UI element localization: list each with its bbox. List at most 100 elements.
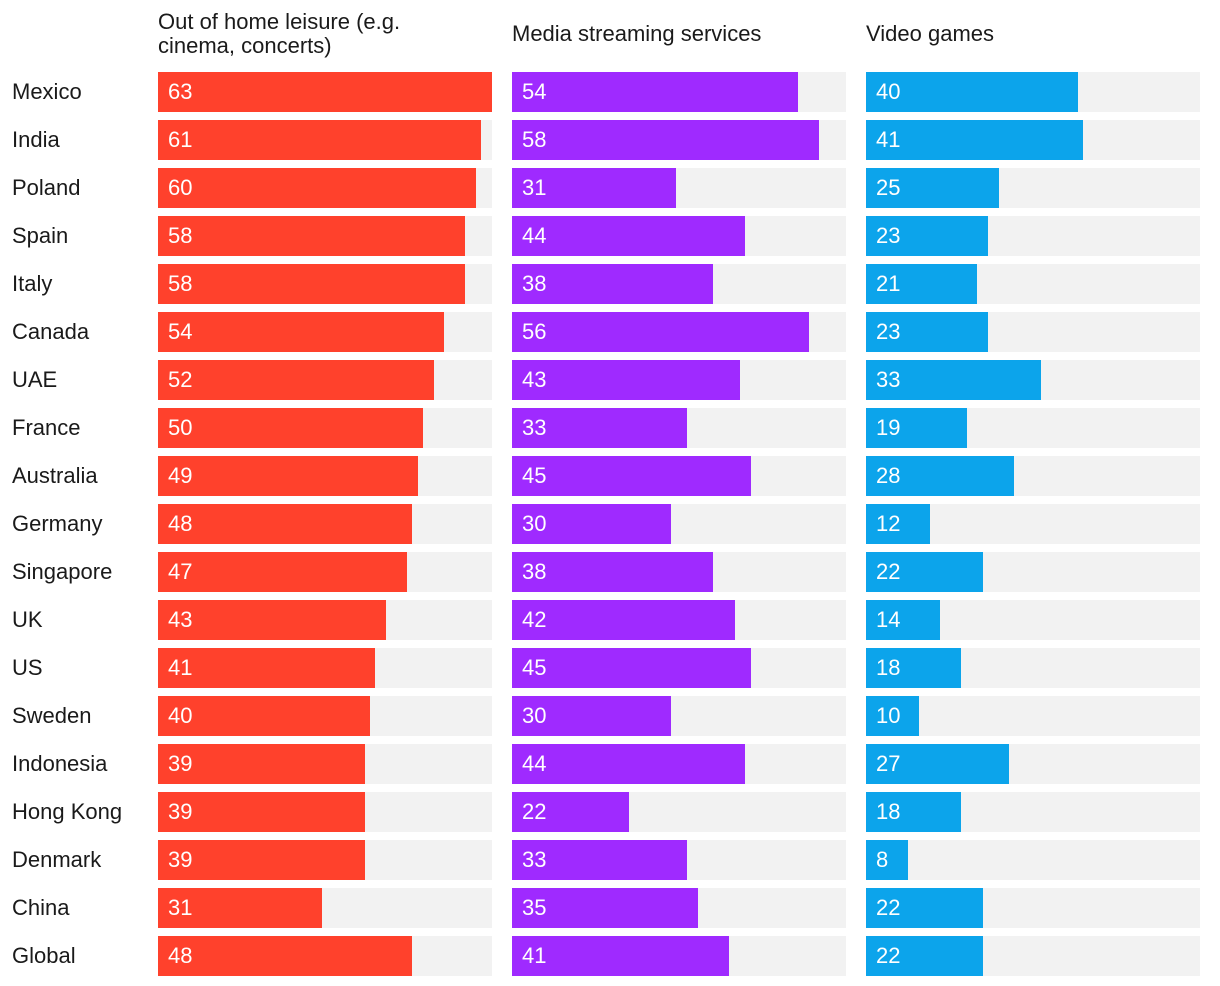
bar: 31: [512, 168, 677, 208]
country-label: Canada: [12, 319, 90, 344]
bar-value-label: 40: [876, 79, 901, 104]
bar-track: 27: [866, 744, 1200, 784]
bar: 41: [866, 120, 1084, 160]
bar-value-label: 19: [876, 415, 901, 440]
bar-value-label: 54: [522, 79, 547, 104]
bar-value-label: 45: [522, 463, 547, 488]
bar: 56: [512, 312, 809, 352]
bar-value-label: 22: [876, 943, 901, 968]
bar-value-label: 44: [522, 751, 547, 776]
bar: 61: [158, 120, 482, 160]
bar-value-label: 41: [876, 127, 901, 152]
bar-track: 41: [158, 648, 492, 688]
country-label: China: [12, 895, 70, 920]
bar: 22: [866, 936, 983, 976]
bar: 19: [866, 408, 967, 448]
bar: 39: [158, 792, 365, 832]
bar: 25: [866, 168, 999, 208]
bar-value-label: 42: [522, 607, 547, 632]
bar-track: 33: [512, 840, 846, 880]
bar-track: 44: [512, 216, 846, 256]
bar-track: 47: [158, 552, 492, 592]
bar-track: 33: [512, 408, 846, 448]
bar: 22: [866, 552, 983, 592]
bar-value-label: 58: [168, 271, 193, 296]
country-label: France: [12, 415, 81, 440]
country-label: Germany: [12, 511, 103, 536]
bar: 63: [158, 72, 492, 112]
country-label: India: [12, 127, 60, 152]
bar: 41: [158, 648, 376, 688]
bar-value-label: 40: [168, 703, 193, 728]
bar-track: 38: [512, 264, 846, 304]
bar: 38: [512, 264, 714, 304]
bar-value-label: 49: [168, 463, 193, 488]
bar-track: 39: [158, 744, 492, 784]
bar-track: 8: [866, 840, 1200, 880]
bar-value-label: 47: [168, 559, 193, 584]
bar-track: 40: [866, 72, 1200, 112]
bar-value-label: 23: [876, 223, 901, 248]
country-label: Denmark: [12, 847, 102, 872]
bar: 49: [158, 456, 418, 496]
bar-track: 35: [512, 888, 846, 928]
bar-track: 43: [512, 360, 846, 400]
bar-track: 31: [512, 168, 846, 208]
bar-track: 22: [866, 888, 1200, 928]
bar-value-label: 21: [876, 271, 901, 296]
bar: 31: [158, 888, 323, 928]
country-label: UAE: [12, 367, 58, 392]
bar-value-label: 41: [522, 943, 547, 968]
bar: 27: [866, 744, 1010, 784]
bar: 58: [158, 216, 466, 256]
bar: 23: [866, 312, 988, 352]
bar-value-label: 33: [876, 367, 901, 392]
bar: 47: [158, 552, 408, 592]
bar: 21: [866, 264, 978, 304]
column-title-line: Out of home leisure (e.g.: [158, 9, 401, 34]
bar-value-label: 35: [522, 895, 547, 920]
bar-track: 22: [866, 936, 1200, 976]
country-label: Singapore: [12, 559, 113, 584]
bar-track: 33: [866, 360, 1200, 400]
bar-track: 63: [158, 72, 492, 112]
bar: 33: [866, 360, 1041, 400]
bar: 48: [158, 504, 413, 544]
bar-track: 52: [158, 360, 492, 400]
bar-value-label: 22: [522, 799, 547, 824]
country-label: Global: [12, 943, 76, 968]
bar-track: 30: [512, 504, 846, 544]
bar: 54: [158, 312, 445, 352]
bar-value-label: 50: [168, 415, 193, 440]
bar-track: 30: [512, 696, 846, 736]
bar-track: 31: [158, 888, 492, 928]
country-label: Italy: [12, 271, 53, 296]
bar: 23: [866, 216, 988, 256]
country-label: Sweden: [12, 703, 92, 728]
bar: 54: [512, 72, 799, 112]
bar: 48: [158, 936, 413, 976]
bar: 39: [158, 744, 365, 784]
bar: 18: [866, 792, 962, 832]
bar-track: 14: [866, 600, 1200, 640]
bar-track: 44: [512, 744, 846, 784]
bar-value-label: 58: [522, 127, 547, 152]
bar-value-label: 22: [876, 559, 901, 584]
bar: 44: [512, 216, 746, 256]
column-title-line: Media streaming services: [512, 21, 762, 46]
bar-track: 39: [158, 792, 492, 832]
country-label: UK: [12, 607, 43, 632]
bar-value-label: 43: [522, 367, 547, 392]
bar: 28: [866, 456, 1015, 496]
bar-value-label: 48: [168, 943, 193, 968]
bar-value-label: 44: [522, 223, 547, 248]
bar-value-label: 43: [168, 607, 193, 632]
bar: 45: [512, 648, 751, 688]
bar-track: 61: [158, 120, 492, 160]
bar: 43: [158, 600, 386, 640]
bar-track: 18: [866, 648, 1200, 688]
bar: 30: [512, 504, 672, 544]
bar-track: 42: [512, 600, 846, 640]
bar-value-label: 60: [168, 175, 193, 200]
bar-track: 56: [512, 312, 846, 352]
